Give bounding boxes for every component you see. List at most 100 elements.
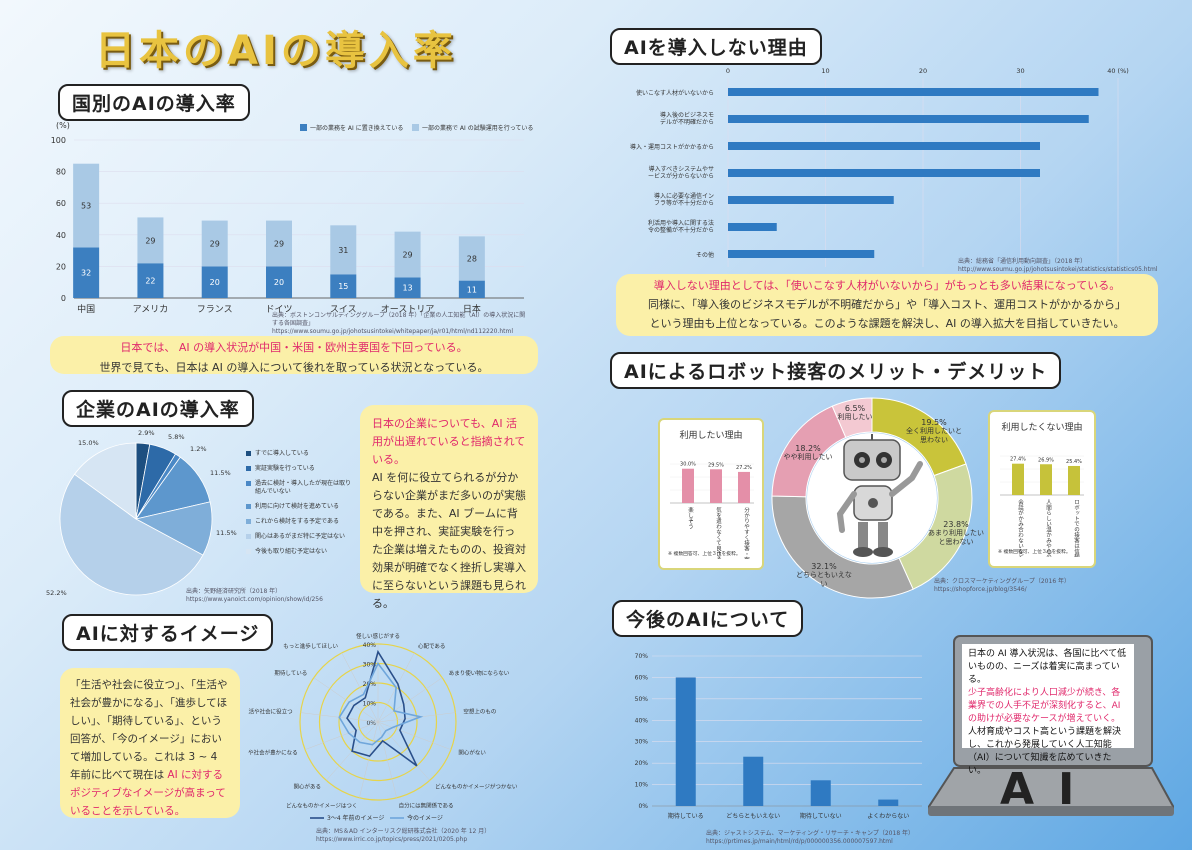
country-bar-deployed <box>201 266 228 298</box>
company-source: 出典：矢野経済研究所（2018 年） https://www.yanoict.c… <box>186 588 323 603</box>
reason-note: 導入しない理由としては、「使いこなす人材がいないから」がもっとも多い結果になって… <box>616 274 1158 336</box>
future-y-tick: 10% <box>635 782 649 789</box>
country-bar-deployed <box>266 266 292 298</box>
company-note: 日本の企業についても、AI 活用が出遅れていると指摘されている。 AI を何に役… <box>360 405 538 610</box>
notwant-reasons-category-label: 会話がかみ合わないなど人間の <box>1017 498 1024 557</box>
robot-donut-chart <box>771 397 973 599</box>
radar-axis-label: どんなものかイメージはつく <box>286 802 357 810</box>
future-y-tick: 70% <box>635 653 649 660</box>
company-legend-item: 関心はあるがまだ特に予定はない <box>246 533 356 541</box>
reason-bar <box>728 223 777 231</box>
future-note: 日本の AI 導入状況は、各国に比べて低いものの、ニーズは着実に高まっている。 … <box>962 644 1134 776</box>
image-note: 「生活や社会に役立つ」、「生活や社会が豊かになる」、「進歩してほしい」、「期待し… <box>60 668 240 818</box>
reason-label-line: ービスが分からないから <box>648 172 714 180</box>
reason-bar <box>728 142 1040 150</box>
future-y-tick: 40% <box>635 717 649 724</box>
country-bar-trial <box>201 220 228 267</box>
want-reasons-callout: 利用したい理由 30.0% 楽しそう 29.5% 気を遣わなくて良さそう 27.2% 分か… <box>658 418 764 584</box>
company-legend-swatch <box>246 481 251 486</box>
want-reasons-bar <box>738 471 750 503</box>
image-note-body: 「生活や社会に役立つ」、「生活や社会が豊かになる」、「進歩してほしい」、「期待し… <box>70 679 228 781</box>
notwant-reasons-category-label: 人間らしい温かみや心の通った <box>1045 499 1052 557</box>
radar-axis-label: 生活や社会に役立つ <box>248 708 293 716</box>
reason-label-line: 導入・運用コストがかかるから <box>630 143 714 151</box>
reason-bar <box>728 115 1089 123</box>
country-bar-label-deployed: 15 <box>338 282 348 291</box>
country-y-tick: 100 <box>51 136 66 145</box>
company-pie-label: 5.8% <box>168 433 185 441</box>
company-pie-label: 15.0% <box>78 439 99 447</box>
radar-axis-label: あまり使い物にならない <box>449 669 510 677</box>
robot-source: 出典：クロスマーケティンググループ（2016 年） https://shopfo… <box>934 578 1071 593</box>
country-y-tick: 0 <box>61 294 66 303</box>
donut-label-line: 23.8% <box>943 520 969 529</box>
notwant-reasons-callout: 利用したくない理由 27.4% 会話がかみ合わないなど人間の 26.9% 人間らしい温… <box>988 410 1096 576</box>
company-legend-label: これから検討をする予定である <box>255 518 339 525</box>
company-legend-label: 今後も取り組む予定はない <box>255 548 328 555</box>
reason-bar <box>728 169 1040 177</box>
country-bar-trial <box>394 231 421 278</box>
donut-label-3: 18.2% やや利用したい <box>778 444 838 462</box>
company-legend-swatch <box>246 451 251 456</box>
company-pie-label: 1.2% <box>190 445 207 453</box>
future-section-header: 今後のAIについて <box>612 600 804 637</box>
country-bar-label-deployed: 22 <box>145 277 155 286</box>
country-note-red: 日本では、 AI の導入状況が中国・米国・欧州主要国を下回っている。 <box>120 341 468 354</box>
company-legend-item: 過去に検討・導入したが現在は取り組んでいない <box>246 480 356 496</box>
country-bar-trial <box>266 220 292 267</box>
country-bar-label-deployed: 20 <box>210 278 220 287</box>
reason-x-tick: 20 <box>919 67 927 75</box>
robot-illustration <box>836 434 923 557</box>
company-legend-swatch <box>246 466 251 471</box>
image-note-red: AI に対するポジティブなイメージが高まっていることを示している。 <box>70 769 226 817</box>
reason-category-label: その他 <box>696 251 714 259</box>
country-bar-deployed <box>137 263 164 298</box>
notwant-reasons-footnote: ※ 複数回答可、上位３位を抜粋。 <box>998 548 1071 555</box>
country-bar-label-trial: 29 <box>274 239 284 248</box>
country-bar-chart: (%) 0 20 40 60 80 100 一部の業務を AI に置き換えている 一部の業務で … <box>51 121 534 315</box>
reason-bar-chart: 0 10 20 30 40 (%) 使いこなす人材がいないから導入後のビジネスモデルが不明… <box>630 67 1129 267</box>
company-legend-label: すでに導入している <box>255 450 309 457</box>
country-note-body: 世界で見ても、日本は AI の導入について後れを取っている状況となっている。 <box>99 361 489 374</box>
radar-axis-label: 期待している <box>274 669 307 677</box>
country-bar-label-trial: 28 <box>467 255 477 264</box>
reason-category-label: 使いこなす人材がいないから <box>636 89 714 97</box>
notwant-reasons-bar <box>1068 465 1080 495</box>
radar-spoke <box>341 652 379 723</box>
want-reasons-bar <box>710 469 722 503</box>
reason-label-line: その他 <box>696 251 714 259</box>
donut-label-line: 18.2% <box>795 444 821 453</box>
radar-tick-label: 40% <box>363 642 377 649</box>
want-reasons-chart: 30.0% 楽しそう 29.5% 気を遣わなくて良さそう 27.2% 分かりやすく接客・案… <box>668 462 754 584</box>
page-title: 日本のAIの導入率 <box>95 28 457 74</box>
company-legend-label: 関心はあるがまだ特に予定はない <box>255 533 346 540</box>
country-y-unit: (%) <box>56 121 70 130</box>
company-legend-swatch <box>246 519 251 524</box>
country-source: 出典：ボストンコンサルティンググループ（2018 年）「企業の人工知能（AI）の… <box>272 312 526 335</box>
country-legend-swatch <box>300 124 307 131</box>
country-bar-deployed <box>73 247 100 298</box>
company-legend-item: これから検討をする予定である <box>246 518 356 526</box>
reason-label-line: 導入後のビジネスモ <box>660 111 714 119</box>
company-legend-swatch <box>246 534 251 539</box>
future-y-tick: 30% <box>635 739 649 746</box>
donut-label-line: 全く利用したいと思わない <box>906 427 962 444</box>
reason-note-red: 導入しない理由としては、「使いこなす人材がいないから」がもっとも多い結果になって… <box>653 279 1121 292</box>
reason-source: 出典：総務省「通信利用動向調査」（2018 年） http://www.soum… <box>958 258 1158 273</box>
reason-label-line: 導入に必要な通信イン <box>654 192 714 200</box>
radar-axis-label: 関心がある <box>293 782 321 790</box>
country-bar-label-deployed: 32 <box>81 269 91 278</box>
notwant-reasons-bar <box>1012 463 1024 495</box>
radar-spoke <box>377 721 397 798</box>
country-y-tick: 60 <box>56 199 66 208</box>
country-bar-label-trial: 53 <box>81 202 91 211</box>
notwant-reasons-bar <box>1040 464 1052 495</box>
company-legend-label: 利用に向けて検討を進めている <box>255 503 340 510</box>
reason-label-line: 導入すべきシステムやサ <box>649 165 714 173</box>
company-pie-label: 52.2% <box>46 589 67 597</box>
country-category-label: アメリカ <box>133 304 169 315</box>
future-note-body1: 日本の AI 導入状況は、各国に比べて低いものの、ニーズは着実に高まっている。 <box>968 649 1127 685</box>
company-pie-slice <box>73 442 137 520</box>
company-pie-chart: 2.9% 5.8% 1.2% 11.5% 11.5% 52.2% 15.0% <box>46 429 237 597</box>
country-category-label: フランス <box>197 304 233 315</box>
